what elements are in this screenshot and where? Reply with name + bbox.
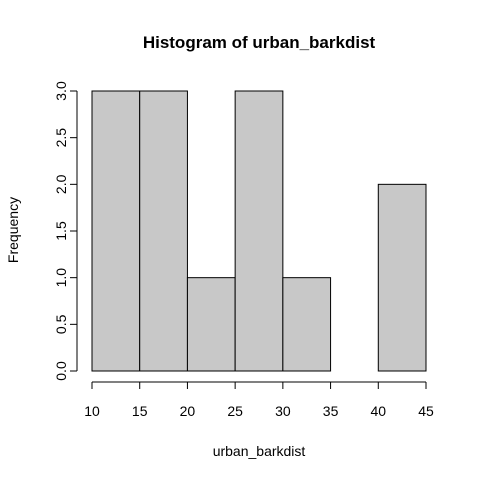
y-tick-label-0: 0.0 (53, 361, 69, 381)
x-tick-label-3: 25 (227, 403, 243, 419)
histogram-bar-4 (282, 277, 332, 372)
x-tick-label-6: 40 (370, 403, 386, 419)
x-tick-label-7: 45 (418, 403, 434, 419)
y-tick-label-6: 3.0 (53, 81, 69, 101)
x-tick-label-0: 10 (84, 403, 100, 419)
histogram-bar-0 (91, 90, 141, 372)
y-axis: 0.0 0.5 1.0 1.5 2.0 2.5 3.0 (53, 81, 78, 381)
x-tick-label-5: 35 (323, 403, 339, 419)
histogram-bar-6 (377, 183, 427, 372)
x-tick-label-1: 15 (132, 403, 148, 419)
chart-title: Histogram of urban_barkdist (143, 33, 376, 52)
y-tick-label-5: 2.5 (53, 128, 69, 148)
y-tick-label-3: 1.5 (53, 221, 69, 241)
x-tick-label-4: 30 (275, 403, 291, 419)
histogram-bar-2 (186, 277, 236, 372)
bars-group (91, 90, 427, 372)
y-tick-label-1: 0.5 (53, 314, 69, 334)
y-tick-label-2: 1.0 (53, 268, 69, 288)
y-tick-label-4: 2.0 (53, 174, 69, 194)
x-axis-label: urban_barkdist (213, 443, 306, 459)
x-axis: 10 15 20 25 30 35 40 45 (84, 381, 434, 419)
x-tick-label-2: 20 (180, 403, 196, 419)
y-axis-label: Frequency (5, 197, 21, 263)
histogram-bar-3 (234, 90, 284, 372)
histogram-bar-1 (139, 90, 188, 372)
